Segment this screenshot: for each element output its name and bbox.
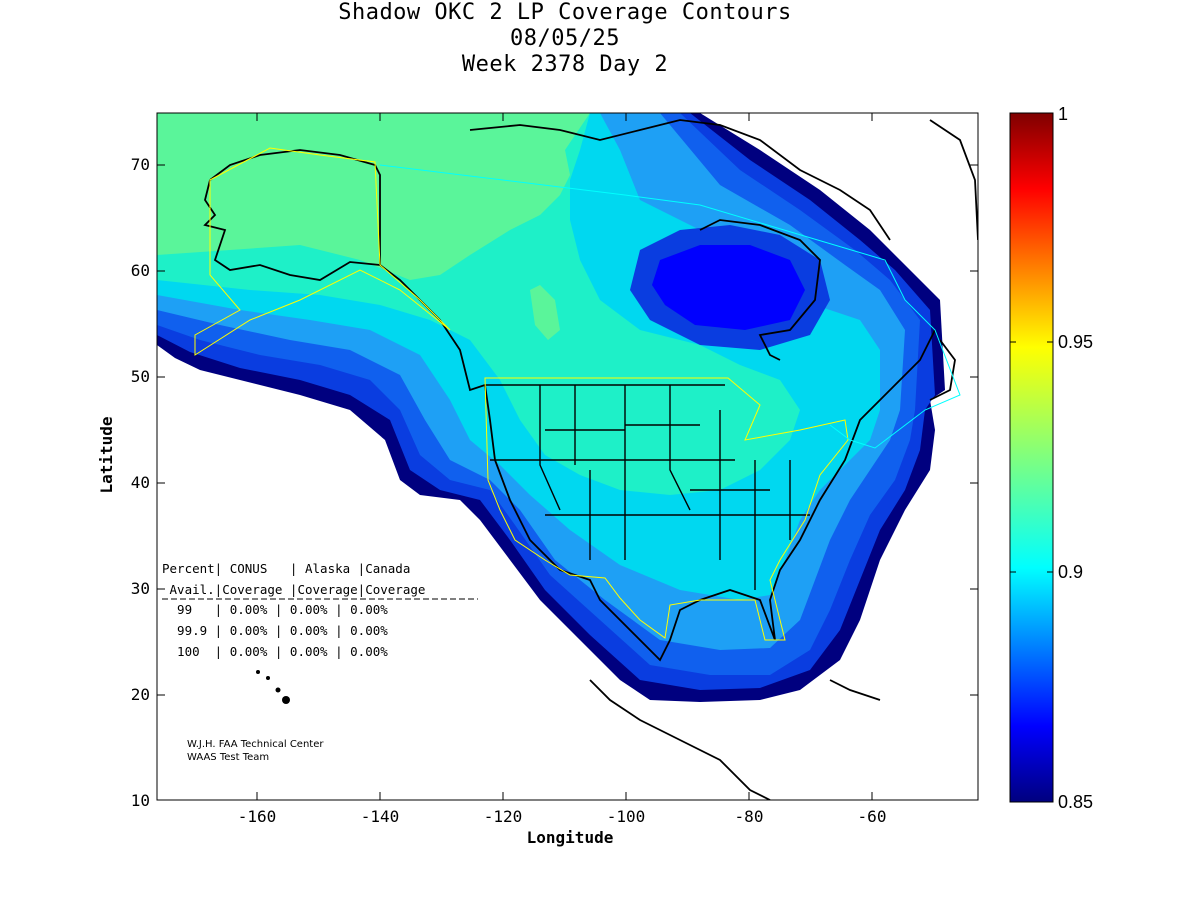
y-tick-label: 10 — [131, 791, 150, 810]
y-tick-label: 30 — [131, 579, 150, 598]
x-tick-label: -160 — [238, 807, 277, 826]
coverage-contours — [157, 113, 978, 800]
axis-tick-marks — [157, 113, 978, 800]
y-tick-label: 50 — [131, 367, 150, 386]
contour-hole-hudson-inner — [652, 245, 805, 330]
table-header-row-2: Avail.|Coverage |Coverage|Coverage — [162, 582, 425, 597]
colorbar-tick-label: 0.85 — [1058, 792, 1093, 812]
canada-volume-outline — [379, 164, 961, 449]
x-tick-label: -100 — [607, 807, 646, 826]
plot-frame — [156, 112, 979, 801]
contour-patch — [530, 285, 560, 340]
credit-line-2: WAAS Test Team — [187, 752, 269, 763]
x-tick-label: -120 — [484, 807, 523, 826]
x-axis-label: Longitude — [527, 828, 614, 847]
y-tick-label: 20 — [131, 685, 150, 704]
table-row: 99 | 0.00% | 0.00% | 0.00% — [162, 602, 388, 617]
y-tick-label: 70 — [131, 155, 150, 174]
y-tick-label: 40 — [131, 473, 150, 492]
hawaii-islands — [256, 670, 290, 704]
x-tick-label: -140 — [361, 807, 400, 826]
colorbar-tick-marks — [1010, 341, 1053, 573]
credit-line-1: W.J.H. FAA Technical Center — [187, 739, 324, 750]
y-axis-label: Latitude — [97, 416, 116, 493]
table-row: 100 | 0.00% | 0.00% | 0.00% — [162, 644, 388, 659]
colorbar — [1009, 112, 1054, 803]
table-row: 99.9 | 0.00% | 0.00% | 0.00% — [162, 623, 388, 638]
x-tick-label: -80 — [735, 807, 764, 826]
state-borders — [485, 384, 810, 590]
colorbar-tick-label: 0.9 — [1058, 562, 1083, 582]
colorbar-tick-label: 0.95 — [1058, 332, 1093, 352]
colorbar-tick-label: 1 — [1058, 104, 1068, 124]
chart-title-line2: 08/05/25 — [510, 26, 620, 51]
y-tick-label: 60 — [131, 261, 150, 280]
chart-title-line3: Week 2378 Day 2 — [461, 52, 669, 77]
x-tick-label: -60 — [858, 807, 887, 826]
chart-title-line1: Shadow OKC 2 LP Coverage Contours — [338, 0, 792, 25]
table-header-row-1: Percent| CONUS | Alaska |Canada — [162, 561, 410, 576]
service-volume-outlines — [194, 147, 849, 641]
